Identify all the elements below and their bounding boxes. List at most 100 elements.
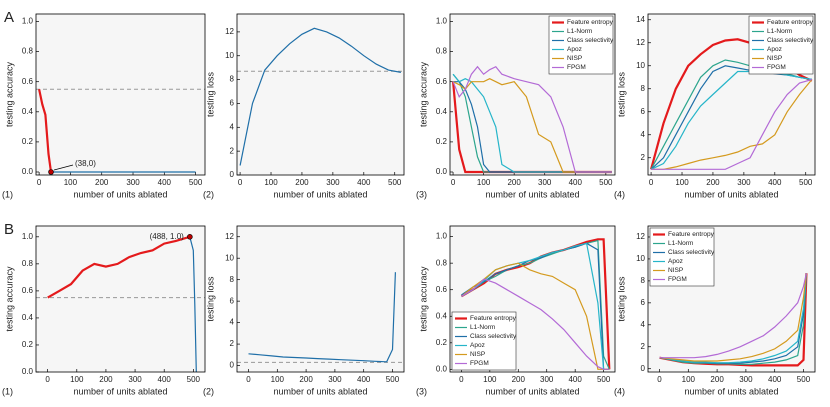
y-tick-label: 14 (636, 15, 645, 24)
y-tick-label: 2 (641, 342, 646, 351)
legend-box (748, 15, 814, 75)
x-tick-label: 100 (264, 178, 278, 187)
legend-label: Feature entropy (767, 19, 814, 26)
x-tick-label: 100 (70, 375, 84, 384)
x-tick-label: 0 (45, 375, 50, 384)
x-tick-label: 200 (706, 178, 720, 187)
x-tick-label: 500 (597, 375, 611, 384)
y-tick-label: 6 (641, 107, 646, 116)
y-tick-label: 2 (641, 153, 646, 162)
legend-label: Apoz (668, 258, 683, 265)
y-tick-label: 0 (230, 361, 235, 370)
y-tick-label: 1.0 (436, 232, 448, 241)
x-tick-label: 0 (37, 178, 42, 187)
x-axis-label: number of units ablated (485, 189, 579, 199)
y-tick-label: 10 (636, 254, 645, 263)
x-tick-label: 100 (64, 178, 78, 187)
series-line (461, 278, 610, 370)
legend-label: L1-Norm (567, 28, 592, 35)
series-line (461, 242, 610, 370)
y-tick-label: 1.0 (22, 232, 34, 241)
y-tick-label: 0.2 (436, 137, 448, 146)
y-tick-label: 4 (230, 122, 235, 131)
x-tick-label: 0 (459, 375, 464, 384)
plot-background (237, 14, 404, 175)
series-line (461, 242, 610, 370)
x-tick-label: 400 (568, 375, 582, 384)
x-tick-label: 400 (768, 375, 782, 384)
y-axis-label: testing loss (205, 276, 215, 322)
y-tick-label: 4 (230, 318, 235, 327)
plot-frame (35, 225, 206, 373)
legend-label: NISP (668, 267, 683, 274)
series-line (461, 262, 610, 370)
x-tick-label: 500 (388, 178, 402, 187)
y-tick-label: 0.4 (436, 107, 448, 116)
x-tick-label: 200 (299, 375, 313, 384)
legend-label: L1-Norm (668, 240, 693, 247)
x-tick-label: 200 (507, 178, 521, 187)
x-tick-label: 300 (739, 375, 753, 384)
panel-label: (3) (416, 386, 427, 396)
y-tick-label: 0.4 (22, 313, 34, 322)
annotation-arrow (53, 164, 74, 171)
y-tick-label: 0.0 (22, 367, 34, 376)
legend-label: NISP (470, 351, 485, 358)
series-line (659, 273, 807, 362)
x-tick-label: 200 (512, 375, 526, 384)
x-tick-label: 500 (599, 178, 613, 187)
series-line (239, 27, 402, 166)
legend-label: Apoz (470, 342, 485, 349)
x-tick-label: 500 (189, 178, 203, 187)
y-tick-label: 12 (225, 232, 234, 241)
x-tick-label: 100 (477, 178, 491, 187)
x-tick-label: 300 (128, 375, 142, 384)
legend-label: FPGM (668, 276, 687, 283)
plot-frame (449, 13, 616, 176)
x-tick-label: 0 (238, 178, 243, 187)
x-axis-label: number of units ablated (684, 189, 778, 199)
series-line (650, 69, 813, 170)
series-line (659, 273, 807, 365)
plot-frame (647, 225, 816, 373)
x-tick-label: 200 (295, 178, 309, 187)
x-tick-label: 0 (657, 375, 662, 384)
series-line (47, 235, 191, 299)
annotation-point (48, 169, 54, 175)
x-tick-label: 400 (569, 178, 583, 187)
x-tick-label: 500 (799, 178, 813, 187)
y-tick-label: 10 (225, 51, 234, 60)
y-tick-label: 6 (230, 296, 235, 305)
y-tick-label: 8 (230, 275, 235, 284)
y-tick-label: 1.0 (436, 17, 448, 26)
y-tick-label: 0.6 (22, 286, 34, 295)
y-tick-label: 0.2 (436, 338, 448, 347)
x-tick-label: 500 (187, 375, 201, 384)
y-tick-label: 0.8 (22, 259, 34, 268)
y-tick-label: 0.6 (22, 77, 34, 86)
y-axis-label: testing accuracy (4, 266, 14, 332)
legend-label: FPGM (767, 64, 786, 71)
y-tick-label: 2 (230, 339, 235, 348)
series-line (659, 273, 807, 359)
row-label: A (4, 9, 14, 26)
y-tick-label: 0 (230, 170, 235, 179)
y-tick-label: 0.0 (22, 167, 34, 176)
legend-label: NISP (767, 55, 782, 62)
legend-label: Feature entropy (668, 231, 715, 238)
panel-label: (2) (203, 189, 214, 199)
series-line (248, 272, 396, 363)
legend-label: FPGM (567, 64, 586, 71)
y-tick-label: 12 (225, 27, 234, 36)
legend-label: L1-Norm (470, 324, 495, 331)
x-tick-label: 300 (540, 375, 554, 384)
row-label: B (4, 221, 14, 238)
legend-label: Feature entropy (567, 19, 614, 26)
x-tick-label: 400 (158, 178, 172, 187)
x-tick-label: 300 (737, 178, 751, 187)
series-line (651, 78, 813, 170)
y-tick-label: 0 (641, 364, 646, 373)
legend-label: Feature entropy (470, 315, 517, 322)
annotation: (38,0) (75, 159, 96, 168)
